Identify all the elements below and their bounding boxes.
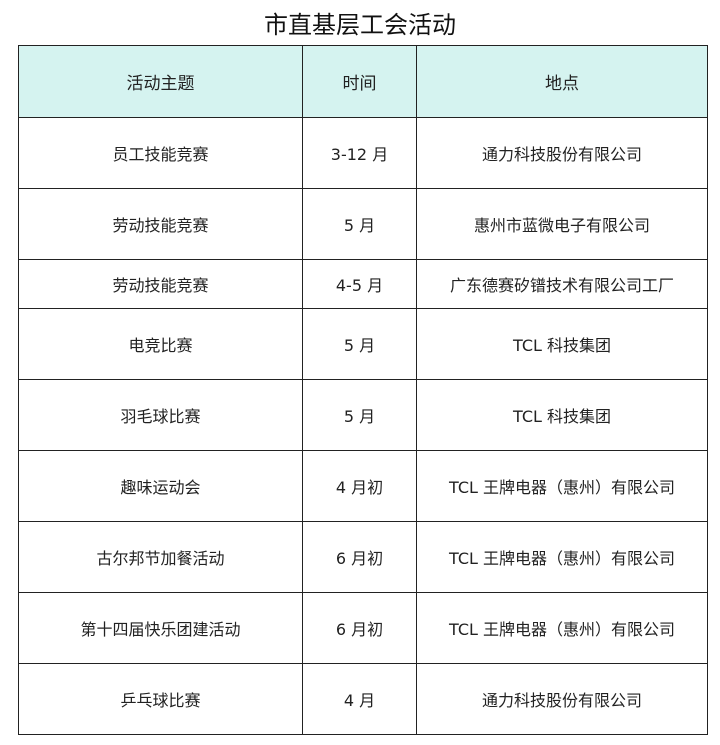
table-row: 乒乓球比赛 4 月通力科技股份有限公司 [18,663,708,735]
column-header-time: 时间 [302,45,417,118]
table-row: 羽毛球比赛 5 月 TCL 科技集团 [18,379,708,451]
cell-location: TCL 王牌电器（惠州）有限公司 [416,521,708,593]
cell-time: 6 月初 [302,521,417,593]
cell-topic: 趣味运动会 [18,450,303,522]
cell-topic: 劳动技能竞赛 [18,259,303,309]
cell-topic: 乒乓球比赛 [18,663,303,735]
cell-time: 3-12 月 [302,117,417,189]
table-row: 员工技能竞赛 3-12 月通力科技股份有限公司 [18,117,708,189]
cell-location: TCL 王牌电器（惠州）有限公司 [416,592,708,664]
cell-location: TCL 王牌电器（惠州）有限公司 [416,450,708,522]
cell-time: 4 月初 [302,450,417,522]
column-header-topic: 活动主题 [18,45,303,118]
cell-location: 通力科技股份有限公司 [416,663,708,735]
table-row: 电竞比赛 5 月 TCL 科技集团 [18,308,708,380]
cell-location: TCL 科技集团 [416,379,708,451]
cell-time: 6 月初 [302,592,417,664]
cell-time: 4 月 [302,663,417,735]
column-header-location: 地点 [416,45,708,118]
cell-topic: 古尔邦节加餐活动 [18,521,303,593]
table-row: 劳动技能竞赛 4-5 月广东德赛矽镨技术有限公司工厂 [18,259,708,309]
cell-time: 5 月 [302,379,417,451]
table-header-row: 活动主题 时间 地点 [18,45,708,118]
table-row: 第十四届快乐团建活动 6 月初 TCL 王牌电器（惠州）有限公司 [18,592,708,664]
cell-topic: 员工技能竞赛 [18,117,303,189]
cell-location: TCL 科技集团 [416,308,708,380]
activities-table: 活动主题 时间 地点 员工技能竞赛 3-12 月通力科技股份有限公司 劳动技能竞赛 5… [18,45,708,735]
table-row: 劳动技能竞赛 5 月惠州市蓝微电子有限公司 [18,188,708,260]
cell-topic: 劳动技能竞赛 [18,188,303,260]
cell-topic: 羽毛球比赛 [18,379,303,451]
cell-location: 通力科技股份有限公司 [416,117,708,189]
cell-topic: 第十四届快乐团建活动 [18,592,303,664]
cell-time: 5 月 [302,308,417,380]
table-row: 古尔邦节加餐活动 6 月初 TCL 王牌电器（惠州）有限公司 [18,521,708,593]
cell-time: 5 月 [302,188,417,260]
table-row: 趣味运动会 4 月初 TCL 王牌电器（惠州）有限公司 [18,450,708,522]
cell-time: 4-5 月 [302,259,417,309]
page-title: 市直基层工会活动 [264,11,456,39]
cell-location: 广东德赛矽镨技术有限公司工厂 [416,259,708,309]
cell-topic: 电竞比赛 [18,308,303,380]
cell-location: 惠州市蓝微电子有限公司 [416,188,708,260]
